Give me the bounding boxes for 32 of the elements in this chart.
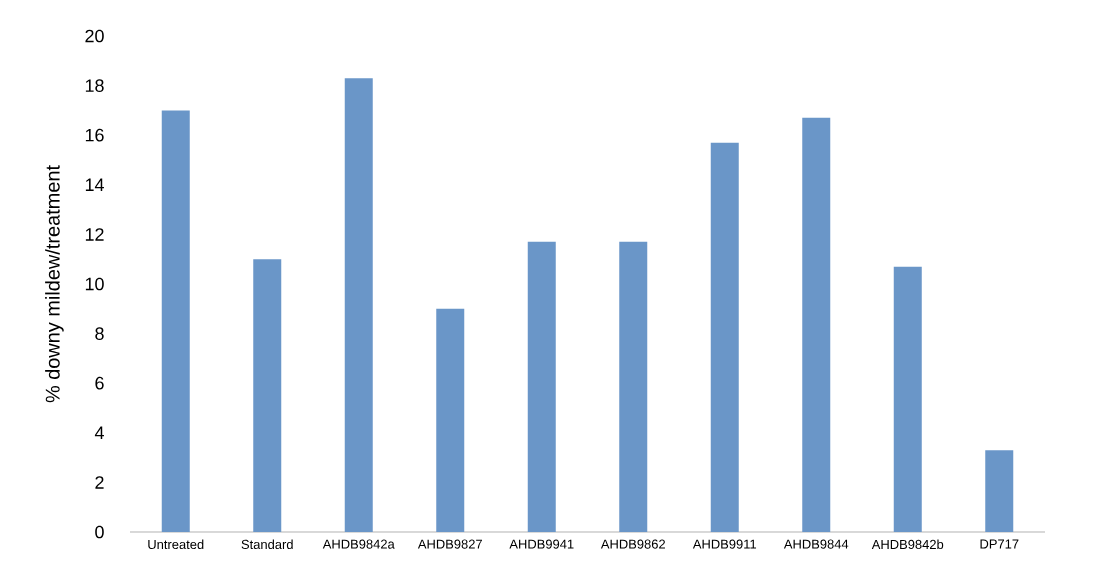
y-axis-title: % downy mildew/treatment bbox=[45, 165, 64, 403]
bar bbox=[344, 78, 373, 532]
bar bbox=[893, 266, 922, 532]
x-tick-label: DP717 bbox=[980, 539, 1019, 549]
bar bbox=[619, 241, 648, 532]
y-tick-label: 8 bbox=[95, 327, 104, 340]
x-tick-label: Untreated bbox=[148, 539, 204, 550]
bar bbox=[802, 117, 831, 532]
x-tick-label: AHDB9911 bbox=[692, 539, 757, 549]
bar bbox=[710, 142, 739, 532]
y-tick-label: 20 bbox=[85, 29, 104, 43]
y-tick-label: 0 bbox=[95, 525, 104, 539]
x-tick-label: AHDB9862 bbox=[600, 539, 665, 549]
x-tick-label: AHDB9842a bbox=[322, 539, 395, 549]
x-tick-label: AHDB9827 bbox=[417, 539, 482, 549]
y-tick-label: 16 bbox=[85, 128, 104, 142]
y-tick-label: 10 bbox=[85, 277, 104, 291]
y-tick-label: 18 bbox=[85, 79, 104, 92]
y-tick-label: 4 bbox=[94, 426, 104, 439]
y-tick-label: 2 bbox=[95, 476, 104, 489]
x-tick-label: AHDB9844 bbox=[783, 539, 849, 549]
bar bbox=[161, 110, 190, 532]
bar bbox=[985, 450, 1014, 532]
x-tick-label: AHDB9941 bbox=[509, 539, 574, 549]
bar bbox=[253, 259, 282, 532]
x-tick-label: AHDB9842b bbox=[871, 539, 944, 550]
y-tick-label: 6 bbox=[95, 376, 104, 390]
y-tick-label: 14 bbox=[85, 178, 104, 191]
bar bbox=[436, 308, 465, 532]
bar bbox=[527, 241, 556, 532]
x-tick-label: Standard bbox=[241, 539, 293, 550]
y-tick-label: 12 bbox=[85, 228, 104, 241]
